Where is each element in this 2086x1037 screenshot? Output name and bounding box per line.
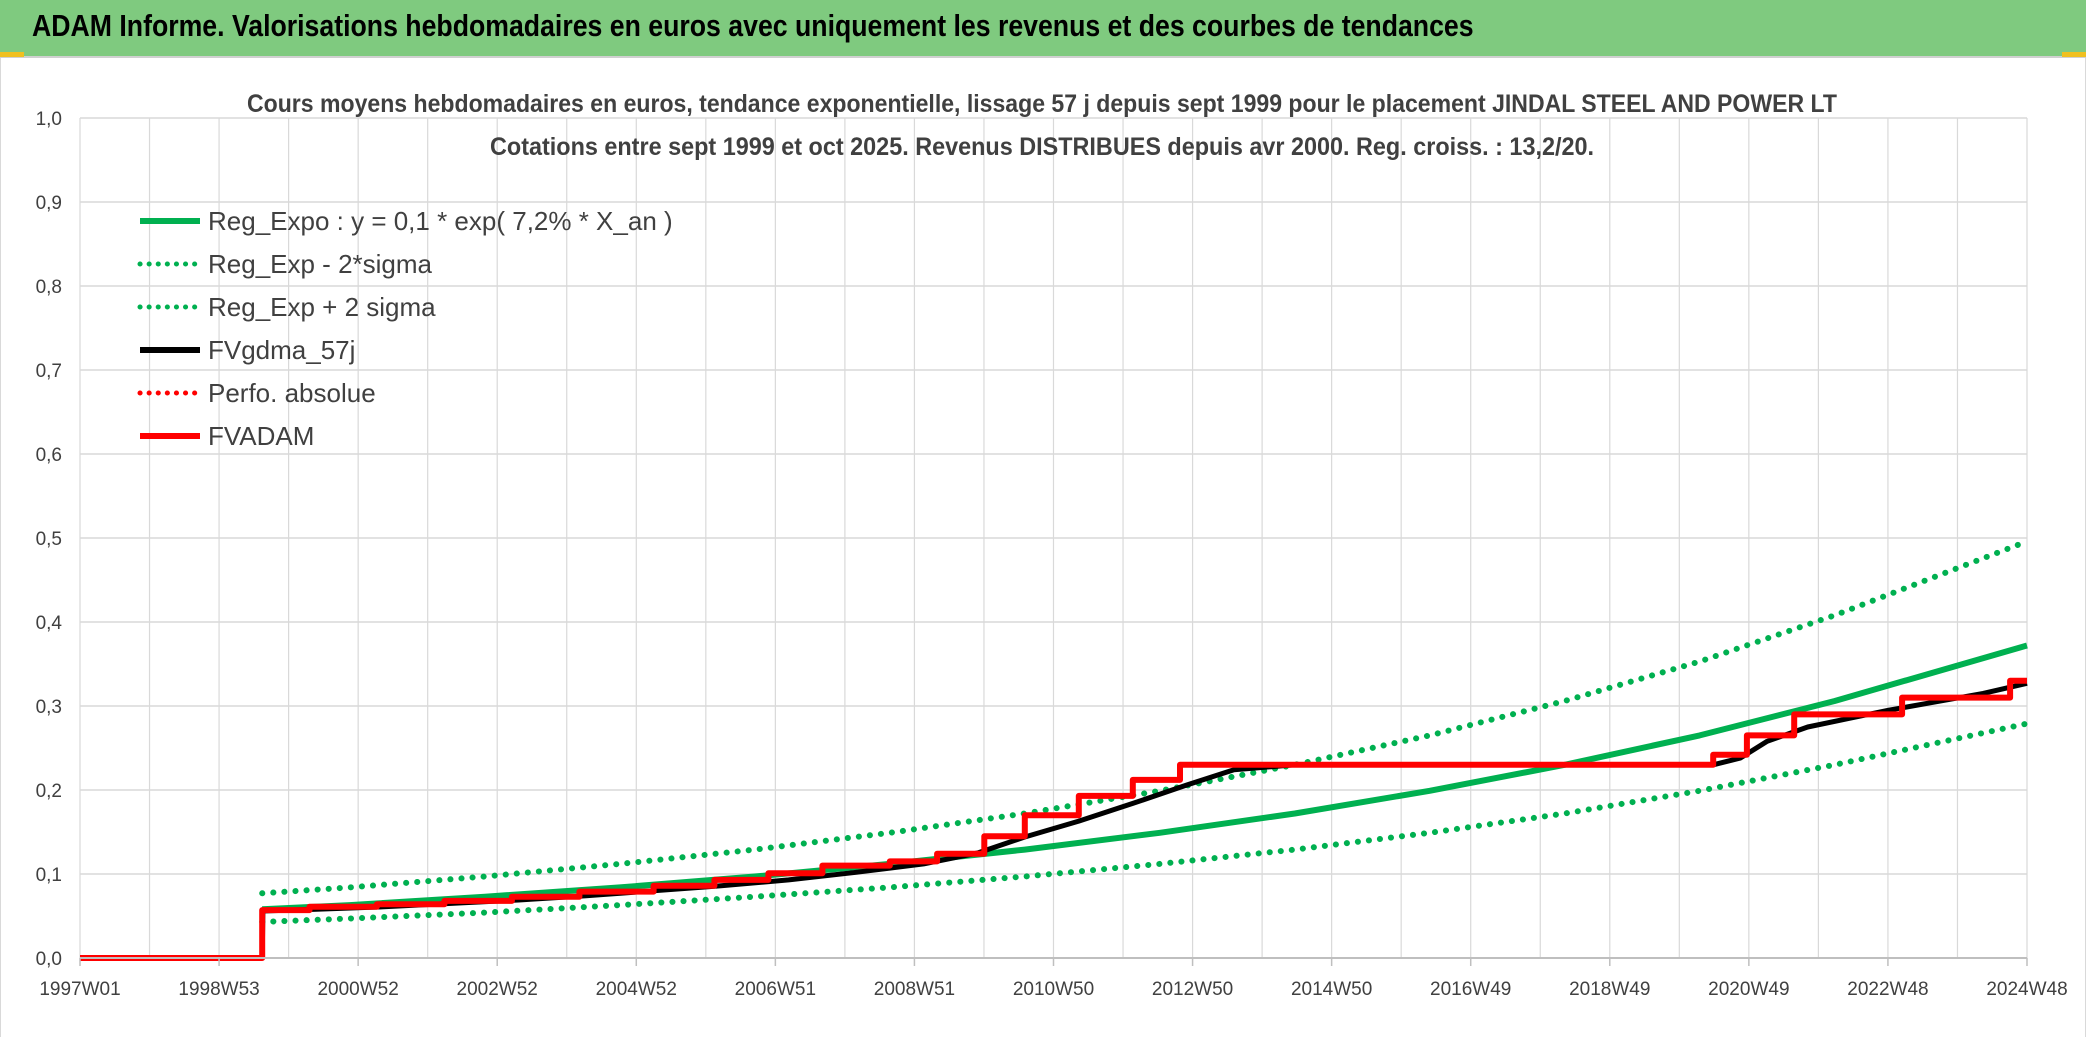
x-tick-label: 2016W49 xyxy=(1430,979,1511,1000)
y-tick-label: 0,8 xyxy=(36,277,62,298)
x-tick-label: 2014W50 xyxy=(1291,979,1372,1000)
x-tick-label: 2008W51 xyxy=(874,979,955,1000)
chart-title: Cours moyens hebdomadaires en euros, ten… xyxy=(247,90,1837,118)
series-line-0 xyxy=(262,642,2028,913)
legend-label: Perfo. absolue xyxy=(208,378,376,408)
y-tick-label: 0,4 xyxy=(36,613,63,634)
legend-label: Reg_Exp + 2 sigma xyxy=(208,292,436,322)
corner-marker-right xyxy=(2062,52,2086,57)
x-tick-label: 1998W53 xyxy=(178,979,259,1000)
y-tick-label: 0,9 xyxy=(36,193,62,214)
series-line-1 xyxy=(259,720,2030,925)
legend-label: Reg_Expo : y = 0,1 * exp( 7,2% * X_an ) xyxy=(208,206,673,236)
series-lines xyxy=(80,538,2030,961)
series-line-2 xyxy=(259,538,2030,897)
x-tick-label: 2006W51 xyxy=(735,979,816,1000)
series-line-4 xyxy=(80,677,2027,961)
y-tick-label: 0,6 xyxy=(36,445,62,466)
y-tick-label: 0,7 xyxy=(36,361,62,382)
legend-label: FVADAM xyxy=(208,421,314,451)
grid xyxy=(79,117,2028,959)
y-tick-label: 0,1 xyxy=(36,865,62,886)
y-tick-label: 0,3 xyxy=(36,697,62,718)
x-tick-label: 2012W50 xyxy=(1152,979,1233,1000)
axis-labels: 0,0 0,1 0,2 0,3 0,4 0,5 0,6 0,7 0,8 0,9 1,0 1997W01… xyxy=(36,109,2068,1000)
y-tick-label: 0,2 xyxy=(36,781,62,802)
x-tick-label: 2000W52 xyxy=(317,979,398,1000)
legend: Reg_Expo : y = 0,1 * exp( 7,2% * X_an ) R… xyxy=(137,206,673,451)
x-tick-label: 2022W48 xyxy=(1847,979,1928,1000)
x-tick-label: 2024W48 xyxy=(1986,979,2067,1000)
legend-label: Reg_Exp - 2*sigma xyxy=(208,249,433,279)
x-tick-label: 2002W52 xyxy=(457,979,538,1000)
y-tick-label: 0,0 xyxy=(36,949,62,970)
header-bar: ADAM Informe. Valorisations hebdomadaire… xyxy=(0,0,2086,58)
chart-subtitle: Cotations entre sept 1999 et oct 2025. R… xyxy=(490,133,1594,161)
legend-label: FVgdma_57j xyxy=(208,335,355,365)
x-tick-label: 2018W49 xyxy=(1569,979,1650,1000)
y-tick-label: 0,5 xyxy=(36,529,62,550)
x-tick-label: 2010W50 xyxy=(1013,979,1094,1000)
corner-marker-left xyxy=(0,52,24,57)
x-tick-label: 1997W01 xyxy=(39,979,120,1000)
report-title: ADAM Informe. Valorisations hebdomadaire… xyxy=(32,8,1474,43)
x-tick-label: 2004W52 xyxy=(596,979,677,1000)
y-tick-label: 1,0 xyxy=(36,109,62,130)
x-tick-label: 2020W49 xyxy=(1708,979,1789,1000)
